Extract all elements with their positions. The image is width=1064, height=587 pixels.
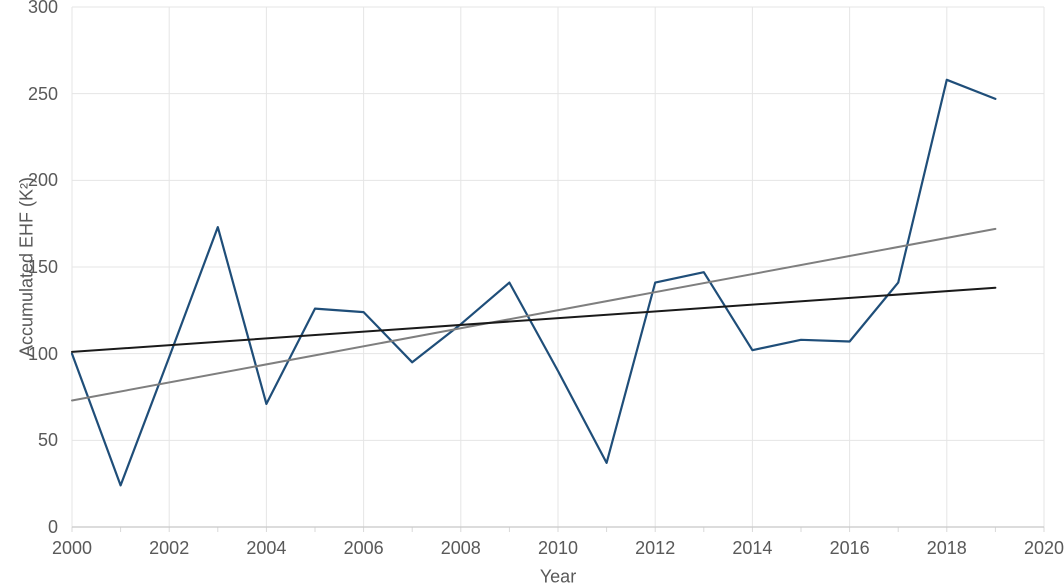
x-tick-label: 2012 [635, 538, 676, 558]
y-axis-title: Accumulated EHF (K²) [16, 176, 37, 358]
y-tick-label: 0 [47, 517, 58, 537]
linear-trend-gray-line [71, 227, 997, 402]
x-tick-label: 2002 [149, 538, 190, 558]
x-tick-label: 2008 [440, 538, 481, 558]
x-tick-label: 2010 [537, 538, 579, 558]
x-tick-label: 2018 [926, 538, 967, 558]
x-tick-label: 2004 [246, 538, 287, 558]
y-tick-label: 150 [27, 257, 58, 277]
linear-trend-black-line [71, 286, 997, 353]
x-axis-title: Year [539, 566, 577, 587]
x-tick-label: 2014 [732, 538, 773, 558]
x-tick-label: 2020 [1023, 538, 1064, 558]
accumulated-ehf-line [70, 78, 997, 487]
y-tick-label: 300 [27, 0, 58, 17]
x-tick-label: 2000 [51, 538, 93, 558]
y-tick-label: 250 [27, 83, 58, 104]
y-tick-label: 200 [27, 170, 58, 191]
y-tick-label: 100 [27, 343, 58, 364]
x-tick-label: 2006 [343, 538, 384, 558]
y-tick-label: 50 [37, 430, 58, 451]
x-tick-label: 2016 [829, 538, 870, 558]
